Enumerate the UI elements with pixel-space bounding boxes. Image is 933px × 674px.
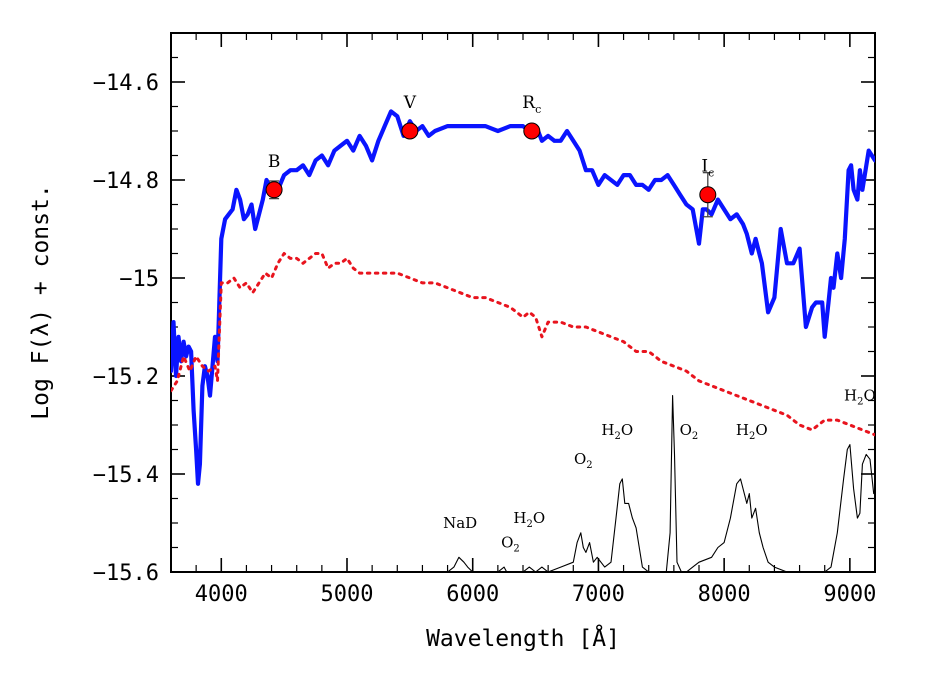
model-spectrum-line (171, 252, 875, 437)
y-tick-label: −14.6 (93, 71, 159, 96)
points-layer: B V Rc Ic (265, 93, 717, 218)
y-tick-label: −15 (119, 267, 159, 292)
photometry-point (699, 186, 717, 204)
x-tick-label: 7000 (572, 582, 625, 607)
feature-label: H2O (844, 387, 876, 408)
feature-label: H2O (601, 421, 633, 442)
y-tick-label: −15.4 (93, 463, 159, 488)
y-tick-label: −15.2 (93, 365, 159, 390)
x-tick-label: 4000 (195, 582, 248, 607)
band-label: Rc (522, 93, 541, 116)
y-tick-label: −15.6 (93, 561, 159, 586)
annotations-layer: NaD O2 H2O O2 H2O O2 H2O H2O (443, 387, 876, 555)
feature-label: O2 (680, 421, 699, 442)
ticks-layer: 4000 5000 6000 7000 8000 9000 −15.6 −15.4 −15.2 −… (93, 33, 876, 607)
telluric-spectrum-line (171, 395, 875, 572)
x-tick-label: 5000 (321, 582, 374, 607)
feature-label: O2 (501, 534, 520, 555)
plot-frame (170, 32, 876, 573)
x-tick-label: 9000 (823, 582, 876, 607)
photometry-point (523, 122, 541, 140)
x-tick-label: 6000 (446, 582, 499, 607)
x-axis-title: Wavelength [Å] (426, 624, 620, 652)
band-label: V (403, 93, 417, 113)
y-axis-title: Log F(λ) + const. (28, 184, 54, 419)
feature-label: O2 (574, 450, 593, 471)
feature-label: H2O (513, 509, 545, 530)
feature-label: NaD (443, 514, 477, 532)
photometry-point (265, 181, 283, 199)
x-tick-label: 8000 (698, 582, 751, 607)
band-label: B (268, 152, 281, 172)
feature-label: H2O (736, 421, 768, 442)
y-tick-label: −14.8 (93, 169, 159, 194)
band-label: Ic (701, 157, 714, 180)
photometry-point (401, 122, 419, 140)
